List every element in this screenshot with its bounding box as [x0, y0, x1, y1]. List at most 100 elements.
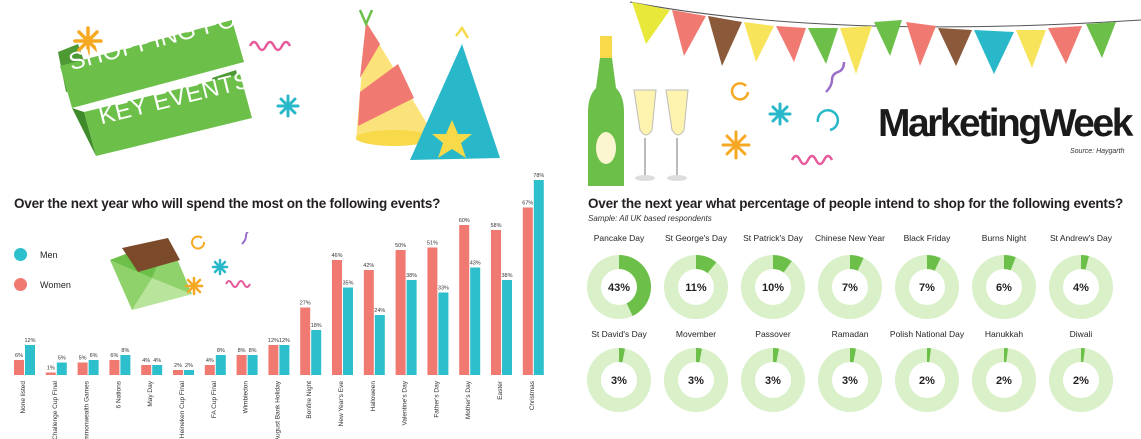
data-label-women: 1%: [47, 366, 55, 372]
donut-chart: 4%: [1049, 255, 1113, 319]
bunting-and-champagne: [588, 1, 1141, 186]
donut-chart: 2%: [895, 348, 959, 412]
bar-men: [438, 292, 449, 375]
donut-chart: 3%: [741, 348, 805, 412]
data-label-women: 5%: [79, 356, 87, 362]
donut-label: Ramadan: [831, 329, 869, 339]
bar-men: [374, 315, 385, 375]
category-label: Commonwealth Games: [84, 380, 91, 439]
bar-men: [247, 355, 258, 375]
data-label-men: 6%: [90, 353, 98, 359]
bar-group: 4%8% FA Cup Final: [204, 348, 226, 418]
donut-chart: 2%: [1049, 348, 1113, 412]
donut-chart: 2%: [972, 348, 1036, 412]
category-label: Wimbledon: [243, 381, 250, 414]
donut-value: 11%: [685, 282, 707, 294]
donut-value: 3%: [688, 375, 704, 387]
category-label: Mother's Day: [465, 380, 472, 419]
legend-swatch-women: [14, 278, 27, 291]
donut-slice: [619, 255, 652, 316]
donut-label: Hanukkah: [984, 329, 1024, 339]
donut-chart: 6%: [972, 255, 1036, 319]
bar-group: 58% 38% Easter: [490, 223, 512, 400]
category-label: Halloween: [370, 381, 377, 412]
bar-men: [184, 370, 194, 375]
bar-men: [470, 267, 481, 375]
bar-women: [141, 365, 152, 375]
donut-label: Passover: [755, 329, 791, 339]
donut-label: St George's Day: [664, 233, 728, 243]
donut-hole: [678, 362, 714, 398]
donut-slice: [773, 255, 792, 273]
donut-chart: 10%: [741, 255, 805, 319]
donut-label: Pancake Day: [593, 233, 645, 243]
bar-men: [215, 355, 226, 375]
category-label: May Day: [147, 380, 154, 406]
donut-value: 7%: [842, 282, 858, 294]
data-label-men: 4%: [153, 358, 161, 364]
data-label-women: 27%: [300, 301, 311, 307]
category-label: Heineken Cup Final: [179, 380, 186, 438]
donut-hole: [909, 269, 945, 305]
data-label-men: 24%: [374, 308, 385, 314]
category-label: None listed: [20, 381, 27, 414]
bar-women: [491, 230, 501, 375]
data-label-men: 8%: [217, 348, 225, 354]
data-label-men: 8%: [249, 348, 257, 354]
donut-hole: [832, 269, 868, 305]
donut-slice: [1081, 348, 1086, 363]
donut-slice: [696, 348, 702, 363]
envelope-icon: [110, 232, 251, 310]
legend-label-men: Men: [40, 250, 58, 260]
bar-group: 4% 4% May Day: [141, 358, 163, 407]
bar-women: [332, 260, 342, 375]
bar-women: [268, 345, 279, 375]
data-label-men: 8%: [121, 348, 129, 354]
donut-value: 2%: [1073, 375, 1089, 387]
bar-group: 46% 35% New Year's Eve: [331, 253, 353, 426]
data-label-women: 60%: [459, 218, 470, 224]
donut-hole: [832, 362, 868, 398]
donut-label: Chinese New Year: [815, 233, 885, 243]
data-label-women: 6%: [15, 353, 23, 359]
data-label-men: 5%: [58, 356, 66, 362]
data-label-women: 4%: [206, 358, 214, 364]
bar-women: [300, 307, 311, 375]
data-label-men: 38%: [501, 273, 512, 279]
bar-women: [236, 355, 247, 375]
data-label-women: 2%: [174, 363, 182, 369]
data-label-men: 43%: [470, 261, 481, 267]
donut-chart: 11%: [664, 255, 728, 319]
data-label-women: 12%: [268, 338, 279, 344]
donut-label: St Andrew's Day: [1049, 233, 1113, 243]
donut-label: St David's Day: [591, 329, 647, 339]
donut-slice: [927, 348, 932, 363]
category-label: Bonfire Night: [306, 381, 313, 419]
data-label-men: 38%: [406, 273, 417, 279]
bar-group: 5% 6% Commonwealth Games: [77, 353, 99, 439]
bar-men: [502, 280, 512, 375]
donut-chart-title: Over the next year what percentage of pe…: [588, 196, 1124, 211]
bar-men: [279, 345, 290, 375]
donut-hole: [1063, 362, 1099, 398]
bar-women: [459, 225, 470, 375]
donut-hole: [601, 362, 637, 398]
donut-label: Black Friday: [903, 233, 951, 243]
bar-women: [363, 270, 374, 375]
donut-hole: [678, 269, 714, 305]
donut-chart: 7%: [895, 255, 959, 319]
bar-men: [311, 330, 322, 375]
donut-slice: [773, 348, 779, 363]
donut-hole: [601, 269, 637, 305]
data-label-men: 12%: [279, 338, 290, 344]
bar-men: [152, 365, 163, 375]
data-label-men: 2%: [185, 363, 193, 369]
donut-hole: [986, 269, 1022, 305]
data-label-men: 78%: [533, 173, 544, 179]
donut-value: 4%: [1073, 282, 1089, 294]
bar-group: 67% 78% Christmas: [522, 173, 544, 410]
data-label-women: 8%: [238, 348, 246, 354]
bar-men: [406, 280, 417, 375]
bar-women: [204, 365, 215, 375]
